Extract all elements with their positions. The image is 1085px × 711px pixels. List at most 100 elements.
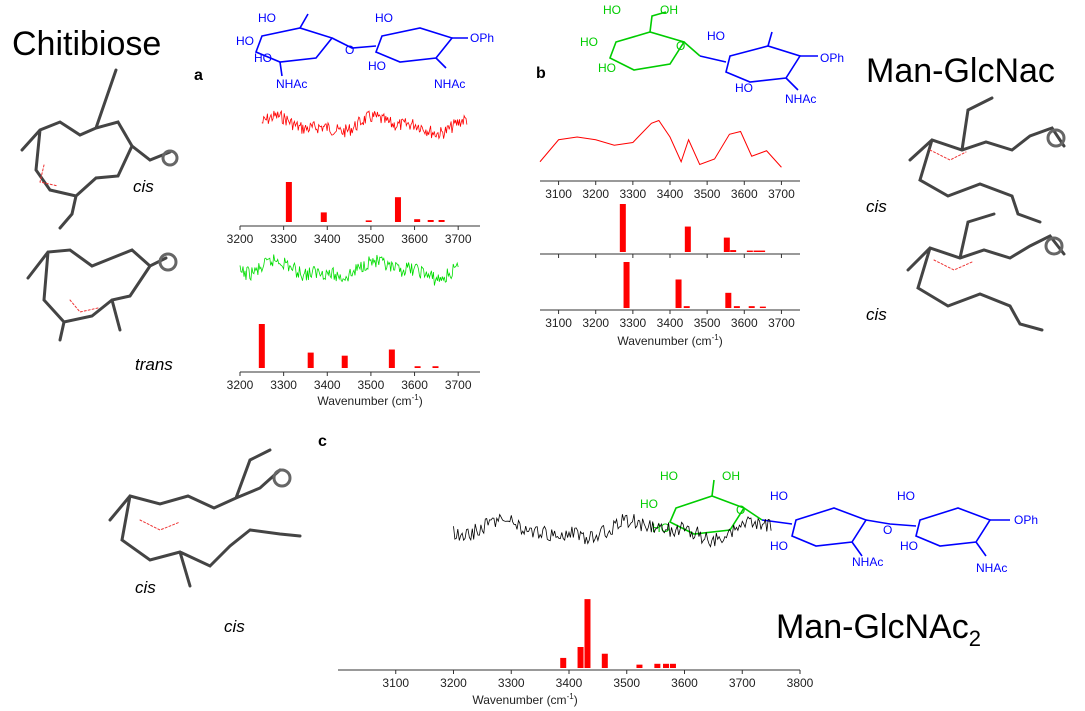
conformer-label-a-trans: trans: [135, 355, 173, 374]
bar: [394, 197, 401, 222]
bar: [432, 366, 439, 368]
x-tick-label: 3500: [694, 187, 721, 201]
x-tick-label: 3700: [768, 316, 795, 330]
title-man-glcnac2-base: Man-GlcNAc: [776, 608, 969, 646]
x-tick-label: 3100: [382, 676, 409, 690]
panel-label-c: c: [318, 433, 327, 450]
bonds-a: [279, 13, 468, 77]
x-tick-label: 3600: [731, 316, 758, 330]
label-ho: HO: [375, 11, 393, 25]
label-ho: HO: [660, 469, 678, 483]
bar: [427, 220, 434, 222]
x-tick-label: 3200: [227, 232, 254, 246]
x-axis-title-a: Wavenumber (cm-1): [317, 393, 422, 408]
chart-a-0: 3200 3300 3400 3500 3600 3700: [227, 109, 480, 246]
x-tick-label: 3100: [545, 316, 572, 330]
bar: [307, 352, 314, 368]
x-tick-label: 3200: [440, 676, 467, 690]
ring-glcnac: [725, 45, 802, 83]
label-ho: HO: [236, 34, 254, 48]
bar: [623, 262, 630, 308]
bar: [414, 366, 421, 368]
measured-spectrum-line: [539, 119, 782, 168]
bar: [560, 657, 567, 668]
ring-man: [608, 31, 686, 71]
bar: [725, 292, 732, 308]
bar: [669, 663, 676, 668]
x-tick-label: 3700: [729, 676, 756, 690]
x-tick-label: 3300: [270, 232, 297, 246]
label-o: O: [883, 523, 892, 537]
x-tick-label: 3200: [582, 316, 609, 330]
bar: [320, 212, 327, 222]
ring-glcnac-2: [915, 507, 992, 547]
bar: [748, 306, 755, 308]
chart-b-2: 3100 3200 3300 3400 3500 3600 3700: [539, 119, 800, 201]
label-ho: HO: [258, 11, 276, 25]
x-tick-label: 3100: [545, 187, 572, 201]
panel-label-a: a: [194, 67, 203, 84]
bar: [577, 647, 584, 668]
x-tick-label: 3600: [401, 232, 428, 246]
bar: [601, 653, 608, 668]
label-nhac: NHAc: [852, 555, 883, 569]
x-axis-title-c: Wavenumber (cm-1): [472, 692, 577, 707]
x-tick-label: 3500: [613, 676, 640, 690]
chart-c-5: 3100 3200 3300 3400 3500 3600 3700 3800: [338, 513, 814, 690]
x-tick-label: 3600: [671, 676, 698, 690]
bar: [723, 237, 730, 252]
label-oph: OPh: [820, 51, 844, 65]
x-tick-label: 3200: [227, 378, 254, 392]
bonds-man: [649, 11, 701, 57]
conformer-label-b-cis-2: cis: [866, 305, 887, 324]
label-ho: HO: [603, 3, 621, 17]
x-axis-title-b: Wavenumber (cm-1): [617, 333, 722, 348]
label-nhac: NHAc: [785, 92, 816, 106]
x-tick-label: 3700: [768, 187, 795, 201]
label-o: O: [345, 43, 354, 57]
x-tick-label: 3400: [657, 316, 684, 330]
x-tick-label: 3200: [582, 187, 609, 201]
x-tick-label: 3700: [445, 232, 472, 246]
bar: [414, 219, 421, 222]
x-tick-label: 3400: [314, 378, 341, 392]
x-tick-label: 3800: [787, 676, 814, 690]
bar: [341, 355, 348, 368]
model-man-glcnac-cis-1: [908, 96, 1066, 224]
label-ho: HO: [735, 81, 753, 95]
model-man-glcnac2-cis: [108, 448, 302, 588]
measured-spectrum-trace: [261, 109, 468, 140]
ring-glcnac-2: [374, 27, 454, 63]
structure-chitibiose: HO HO HO O NHAc HO HO NHAc OPh: [236, 11, 494, 91]
label-nhac: NHAc: [976, 561, 1007, 575]
bar: [684, 226, 691, 252]
label-nhac: NHAc: [276, 77, 307, 91]
label-o: O: [676, 39, 685, 53]
label-ho: HO: [770, 539, 788, 553]
title-man-glcnac2-sub: 2: [969, 626, 981, 651]
bonds-man: [711, 479, 763, 521]
label-nhac: NHAc: [434, 77, 465, 91]
label-oh: OH: [660, 3, 678, 17]
x-tick-label: 3500: [358, 378, 385, 392]
label-oph: OPh: [1014, 513, 1038, 527]
label-ho: HO: [580, 35, 598, 49]
structure-man-glcnac: HO OH HO HO O HO HO NHAc OPh: [580, 3, 844, 106]
chart-panels: 3200 3300 3400 3500 3600 3700 3200 3300 3400 3500…: [227, 109, 814, 690]
bar: [619, 204, 626, 252]
model-chitibiose-trans: [26, 248, 178, 342]
label-oh: OH: [722, 469, 740, 483]
ring-glcnac-1: [791, 507, 868, 547]
label-ho: HO: [707, 29, 725, 43]
label-o: O: [736, 503, 745, 517]
title-man-glcnac: Man-GlcNac: [866, 52, 1055, 90]
conformer-label-c-cis-1: cis: [135, 578, 156, 597]
bar: [759, 250, 766, 252]
bar: [438, 220, 445, 222]
label-ho: HO: [897, 489, 915, 503]
x-tick-label: 3400: [314, 232, 341, 246]
bar: [636, 664, 643, 668]
x-tick-label: 3600: [401, 378, 428, 392]
x-tick-label: 3400: [556, 676, 583, 690]
